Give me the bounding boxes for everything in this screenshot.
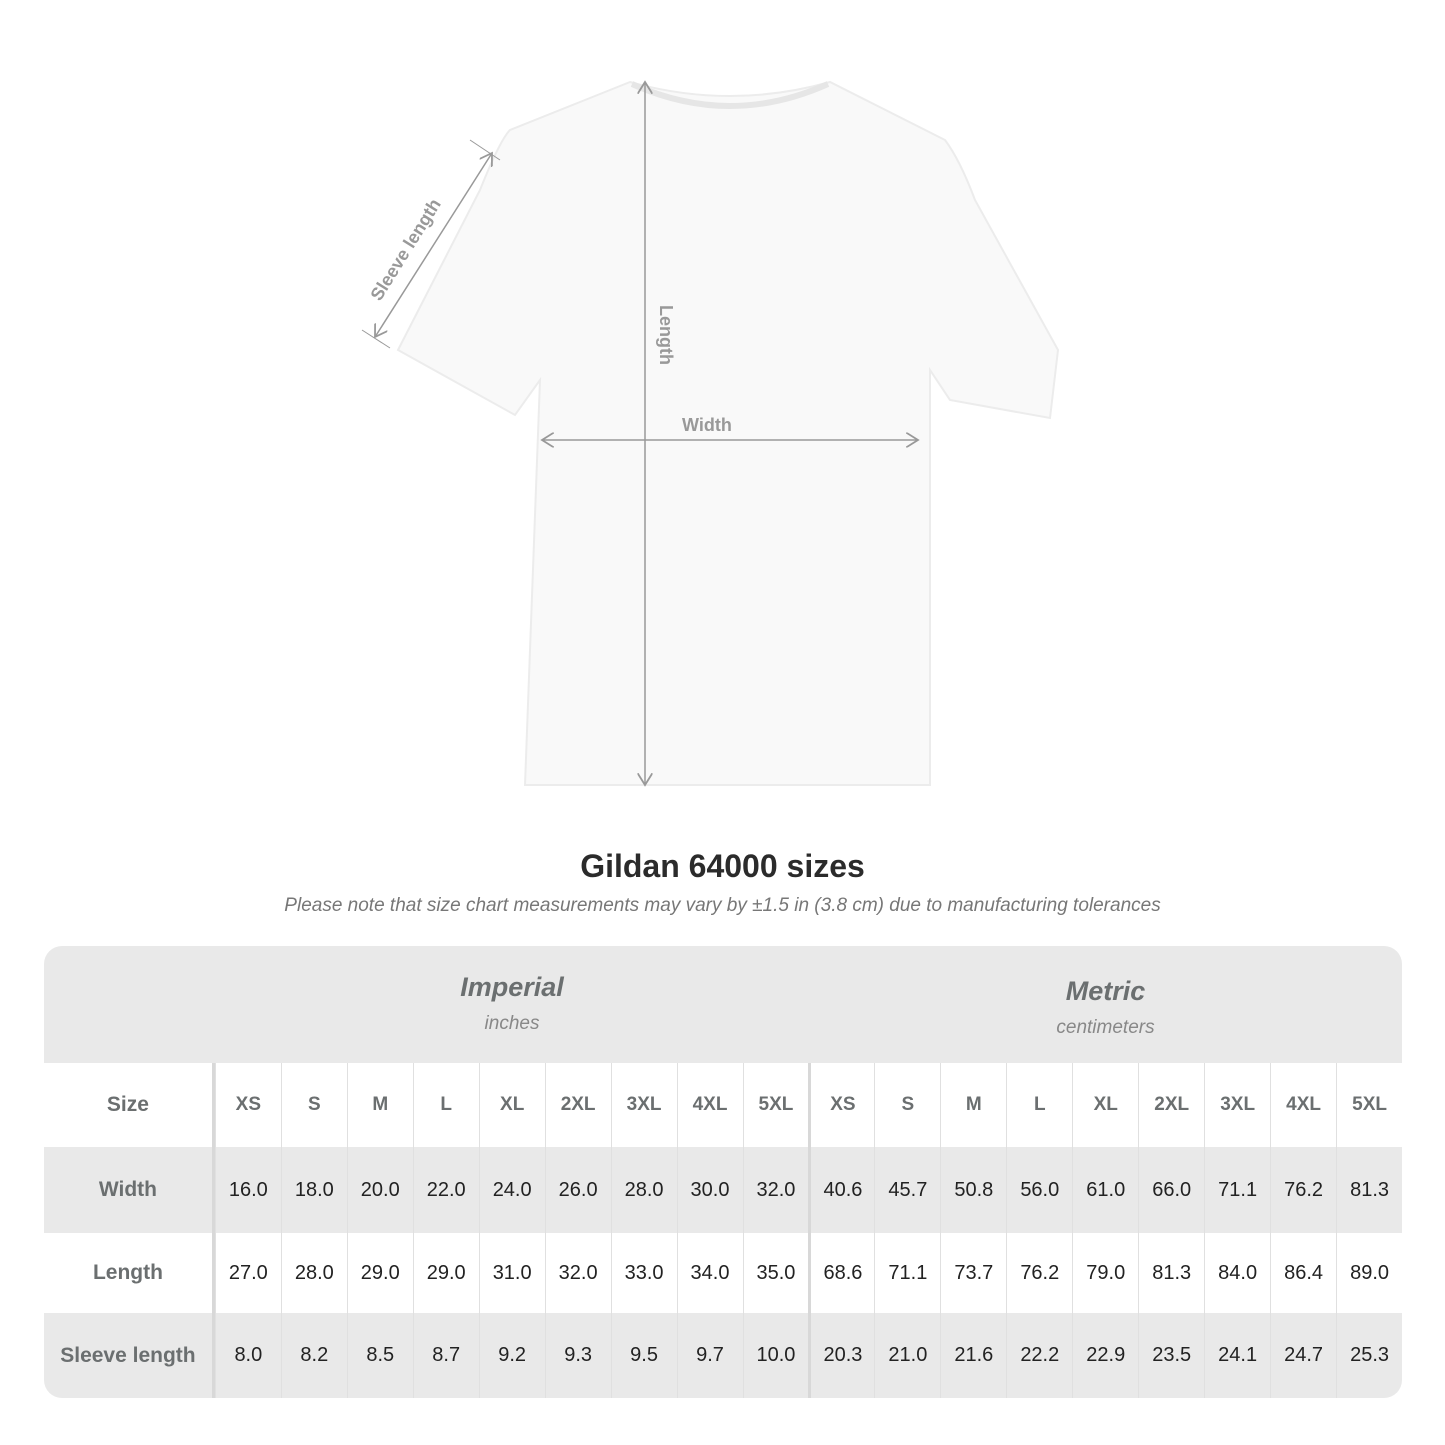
size-header-cell: S xyxy=(874,1063,940,1147)
size-header-cell: 2XL xyxy=(544,1063,611,1147)
value-cell: 8.5 xyxy=(346,1313,413,1398)
value-cell: 22.9 xyxy=(1072,1313,1138,1398)
value-cell: 9.2 xyxy=(478,1313,545,1398)
value-cell: 20.0 xyxy=(346,1147,413,1233)
table-row: Sleeve length 8.0 8.2 8.5 8.7 9.2 9.3 9.5 9.7 10.… xyxy=(44,1313,1402,1398)
value-cell: 30.0 xyxy=(676,1147,743,1233)
value-cell: 27.0 xyxy=(214,1233,281,1313)
table-row: Length 27.0 28.0 29.0 29.0 31.0 32.0 33.0 34.0 35… xyxy=(44,1233,1402,1313)
value-cell: 23.5 xyxy=(1138,1313,1204,1398)
imperial-header: Imperial inches xyxy=(215,946,809,1063)
row-label: Width xyxy=(44,1147,215,1233)
value-cell: 28.0 xyxy=(280,1233,347,1313)
value-cell: 45.7 xyxy=(874,1147,940,1233)
imperial-unit: inches xyxy=(484,1013,540,1034)
size-header-cell: L xyxy=(412,1063,479,1147)
metric-header: Metric centimeters xyxy=(809,946,1402,1063)
size-header-cell: XL xyxy=(1072,1063,1138,1147)
size-header-cell: XL xyxy=(478,1063,545,1147)
value-cell: 76.2 xyxy=(1006,1233,1072,1313)
value-cell: 26.0 xyxy=(544,1147,611,1233)
size-header-cell: XS xyxy=(214,1063,281,1147)
value-cell: 40.6 xyxy=(808,1147,874,1233)
value-cell: 20.3 xyxy=(808,1313,874,1398)
metric-unit: centimeters xyxy=(1056,1017,1155,1038)
value-cell: 32.0 xyxy=(742,1147,809,1233)
value-cell: 21.6 xyxy=(940,1313,1006,1398)
value-cell: 81.3 xyxy=(1336,1147,1402,1233)
value-cell: 29.0 xyxy=(346,1233,413,1313)
row-label: Length xyxy=(44,1233,215,1313)
value-cell: 16.0 xyxy=(214,1147,281,1233)
row-label: Sleeve length xyxy=(44,1313,215,1398)
metric-label: Metric xyxy=(1065,976,1146,1006)
imperial-label: Imperial xyxy=(460,972,564,1002)
value-cell: 24.7 xyxy=(1270,1313,1336,1398)
size-header-cell: 4XL xyxy=(1270,1063,1336,1147)
value-cell: 8.7 xyxy=(412,1313,479,1398)
value-cell: 56.0 xyxy=(1006,1147,1072,1233)
value-cell: 34.0 xyxy=(676,1233,743,1313)
value-cell: 76.2 xyxy=(1270,1147,1336,1233)
value-cell: 24.1 xyxy=(1204,1313,1270,1398)
value-cell: 22.0 xyxy=(412,1147,479,1233)
value-cell: 66.0 xyxy=(1138,1147,1204,1233)
length-label: Length xyxy=(656,305,676,365)
value-cell: 86.4 xyxy=(1270,1233,1336,1313)
tolerance-note: Please note that size chart measurements… xyxy=(284,895,1161,916)
size-header-row: Size XS S M L XL 2XL 3XL 4XL 5XL XS S M L XL 2XL 3XL 4XL 5… xyxy=(44,1063,1402,1147)
size-header-cell: 3XL xyxy=(1204,1063,1270,1147)
row-label: Size xyxy=(44,1063,215,1147)
value-cell: 71.1 xyxy=(1204,1147,1270,1233)
value-cell: 35.0 xyxy=(742,1233,809,1313)
value-cell: 31.0 xyxy=(478,1233,545,1313)
value-cell: 10.0 xyxy=(742,1313,809,1398)
value-cell: 9.5 xyxy=(610,1313,677,1398)
value-cell: 89.0 xyxy=(1336,1233,1402,1313)
value-cell: 71.1 xyxy=(874,1233,940,1313)
size-header-cell: L xyxy=(1006,1063,1072,1147)
value-cell: 8.0 xyxy=(214,1313,281,1398)
value-cell: 84.0 xyxy=(1204,1233,1270,1313)
tshirt-diagram: Sleeve length Length Width xyxy=(361,0,1060,830)
size-header-cell: M xyxy=(346,1063,413,1147)
sleeve-arrow xyxy=(375,153,492,337)
value-cell: 32.0 xyxy=(544,1233,611,1313)
value-cell: 79.0 xyxy=(1072,1233,1138,1313)
size-header-cell: S xyxy=(280,1063,347,1147)
size-header-cell: 5XL xyxy=(1336,1063,1402,1147)
value-cell: 29.0 xyxy=(412,1233,479,1313)
value-cell: 73.7 xyxy=(940,1233,1006,1313)
value-cell: 8.2 xyxy=(280,1313,347,1398)
value-cell: 33.0 xyxy=(610,1233,677,1313)
size-header-cell: 5XL xyxy=(742,1063,809,1147)
value-cell: 22.2 xyxy=(1006,1313,1072,1398)
value-cell: 61.0 xyxy=(1072,1147,1138,1233)
table-row: Width 16.0 18.0 20.0 22.0 24.0 26.0 28.0 30.0 32.… xyxy=(44,1147,1402,1233)
value-cell: 50.8 xyxy=(940,1147,1006,1233)
size-header-cell: 4XL xyxy=(676,1063,743,1147)
value-cell: 21.0 xyxy=(874,1313,940,1398)
value-cell: 24.0 xyxy=(478,1147,545,1233)
width-label: Width xyxy=(682,415,732,435)
size-header-cell: 2XL xyxy=(1138,1063,1204,1147)
value-cell: 28.0 xyxy=(610,1147,677,1233)
value-cell: 18.0 xyxy=(280,1147,347,1233)
size-header-cell: 3XL xyxy=(610,1063,677,1147)
size-header-cell: M xyxy=(940,1063,1006,1147)
size-header-cell: XS xyxy=(808,1063,874,1147)
value-cell: 25.3 xyxy=(1336,1313,1402,1398)
value-cell: 68.6 xyxy=(808,1233,874,1313)
value-cell: 9.7 xyxy=(676,1313,743,1398)
chart-title: Gildan 64000 sizes xyxy=(580,848,865,884)
size-table: Imperial inches Metric centimeters Size X… xyxy=(44,946,1402,1398)
value-cell: 9.3 xyxy=(544,1313,611,1398)
value-cell: 81.3 xyxy=(1138,1233,1204,1313)
